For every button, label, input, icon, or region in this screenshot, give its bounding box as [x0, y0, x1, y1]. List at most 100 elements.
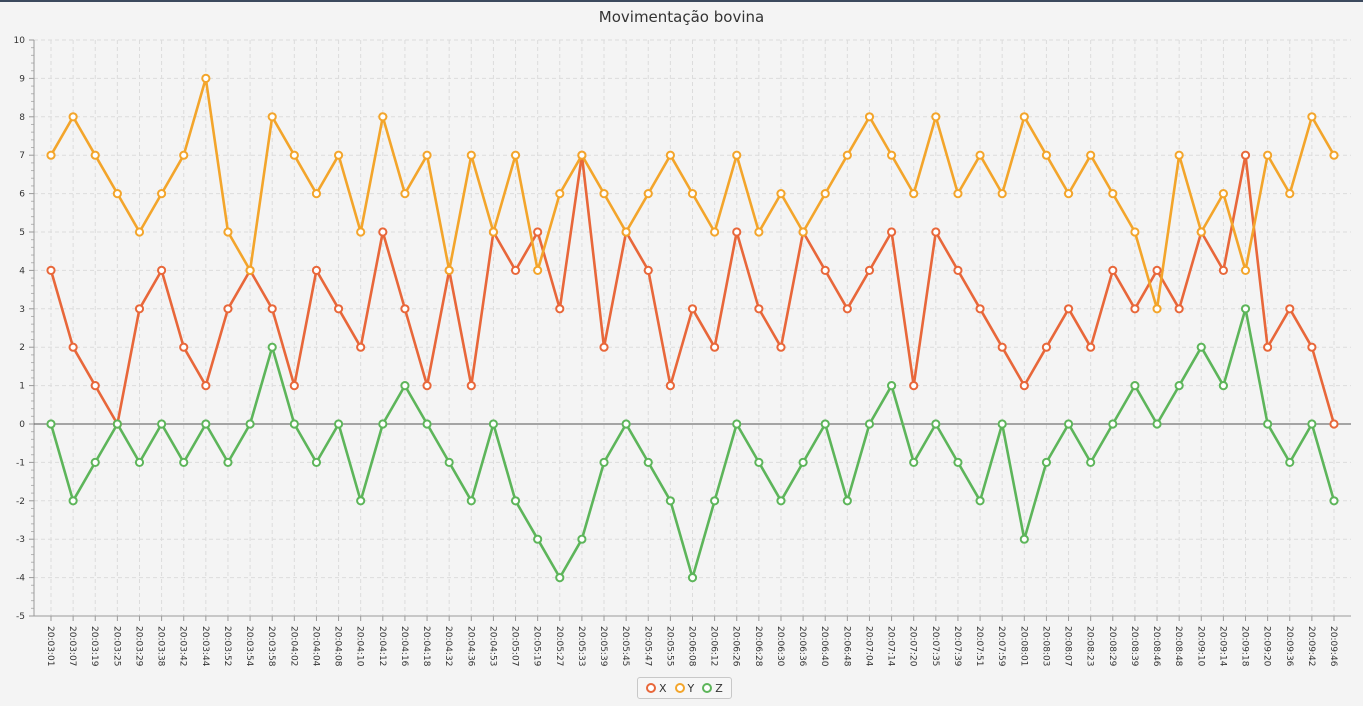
data-point-y: [1019, 112, 1029, 122]
x-tick-label: 20:04:53: [487, 626, 497, 666]
data-point-z: [488, 419, 499, 429]
data-point-y: [223, 227, 233, 237]
x-tick-label: 20:09:46: [1328, 626, 1338, 667]
data-point-x: [864, 265, 875, 275]
data-point-z: [223, 457, 233, 467]
y-tick-label: -1: [16, 458, 25, 468]
y-tick-label: -5: [16, 612, 25, 622]
data-point-z: [931, 419, 941, 429]
data-point-z: [422, 419, 432, 429]
data-point-x: [378, 227, 388, 237]
data-point-x: [776, 342, 786, 352]
x-tick-label: 20:09:42: [1306, 626, 1316, 666]
x-tick-label: 20:08:03: [1040, 626, 1050, 666]
data-point-y: [864, 112, 875, 122]
data-point-y: [1174, 150, 1184, 160]
x-tick-label: 20:04:10: [355, 626, 365, 667]
data-point-z: [1174, 381, 1184, 391]
y-tick-label: 3: [19, 305, 25, 315]
data-point-z: [953, 457, 963, 467]
data-point-z: [356, 496, 366, 506]
x-tick-label: 20:05:19: [532, 626, 542, 667]
data-point-y: [687, 189, 698, 199]
data-point-y: [356, 227, 366, 237]
data-point-z: [289, 419, 299, 429]
data-point-y: [1041, 150, 1052, 160]
data-point-x: [1218, 265, 1228, 275]
data-point-x: [510, 265, 521, 275]
x-tick-label: 20:05:39: [598, 626, 608, 667]
legend-marker-z: [702, 683, 713, 693]
data-point-x: [931, 227, 941, 237]
data-point-z: [732, 419, 742, 429]
x-tick-label: 20:09:36: [1284, 626, 1294, 667]
data-point-z: [975, 496, 985, 506]
data-point-x: [665, 381, 675, 391]
legend-item-x[interactable]: X: [646, 682, 667, 695]
data-point-y: [533, 265, 543, 275]
x-tick-label: 20:09:14: [1217, 626, 1227, 667]
data-point-x: [1130, 304, 1140, 314]
y-tick-label: -4: [16, 574, 25, 584]
legend-item-z[interactable]: Z: [702, 682, 723, 695]
data-point-y: [179, 150, 189, 160]
data-point-x: [1041, 342, 1052, 352]
data-point-y: [1086, 150, 1096, 160]
data-point-y: [975, 150, 985, 160]
data-point-y: [112, 189, 122, 199]
data-point-y: [710, 227, 720, 237]
data-point-z: [599, 457, 609, 467]
data-point-x: [732, 227, 742, 237]
x-tick-label: 20:08:46: [1151, 626, 1161, 667]
data-point-z: [245, 419, 255, 429]
x-tick-label: 20:04:04: [310, 626, 320, 667]
data-point-z: [1263, 419, 1273, 429]
data-point-y: [400, 189, 410, 199]
data-point-z: [201, 419, 211, 429]
data-point-y: [466, 150, 476, 160]
legend-label-y: Y: [687, 681, 695, 695]
y-tick-label: -3: [16, 535, 25, 545]
data-point-y: [931, 112, 941, 122]
x-tick-label: 20:07:20: [908, 626, 918, 667]
data-point-z: [643, 457, 653, 467]
data-point-y: [134, 227, 145, 237]
x-tick-label: 20:03:42: [178, 626, 188, 666]
data-point-x: [1174, 304, 1184, 314]
x-tick-label: 20:05:55: [664, 626, 674, 666]
x-tick-label: 20:07:04: [863, 626, 873, 667]
x-tick-label: 20:04:32: [443, 626, 453, 666]
data-point-z: [1218, 381, 1228, 391]
data-point-y: [555, 189, 565, 199]
data-point-x: [1263, 342, 1273, 352]
x-tick-label: 20:03:25: [111, 626, 121, 666]
data-point-z: [112, 419, 122, 429]
data-point-x: [1329, 419, 1339, 429]
y-tick-label: 1: [19, 382, 25, 392]
x-tick-label: 20:07:14: [886, 626, 896, 667]
x-tick-label: 20:06:12: [709, 626, 719, 666]
data-point-y: [953, 189, 963, 199]
y-tick-label: 10: [14, 36, 26, 46]
x-tick-label: 20:09:18: [1240, 626, 1250, 667]
data-point-y: [1285, 189, 1295, 199]
data-point-z: [333, 419, 344, 429]
data-point-x: [289, 381, 299, 391]
x-tick-label: 20:06:28: [753, 626, 763, 667]
x-tick-label: 20:05:27: [554, 626, 564, 666]
x-tick-label: 20:03:54: [244, 626, 254, 667]
legend-marker-x: [646, 683, 656, 693]
legend-marker-y: [674, 683, 685, 693]
data-point-z: [1108, 419, 1118, 429]
data-point-x: [533, 227, 543, 237]
x-tick-label: 20:05:07: [510, 626, 520, 666]
data-point-z: [710, 496, 720, 506]
data-point-z: [134, 457, 145, 467]
data-point-x: [886, 227, 897, 237]
legend-item-y[interactable]: Y: [674, 681, 695, 695]
data-point-z: [157, 419, 167, 429]
data-point-y: [201, 73, 211, 84]
x-tick-label: 20:08:23: [1085, 626, 1095, 666]
data-point-y: [311, 189, 322, 199]
data-point-z: [510, 496, 521, 506]
